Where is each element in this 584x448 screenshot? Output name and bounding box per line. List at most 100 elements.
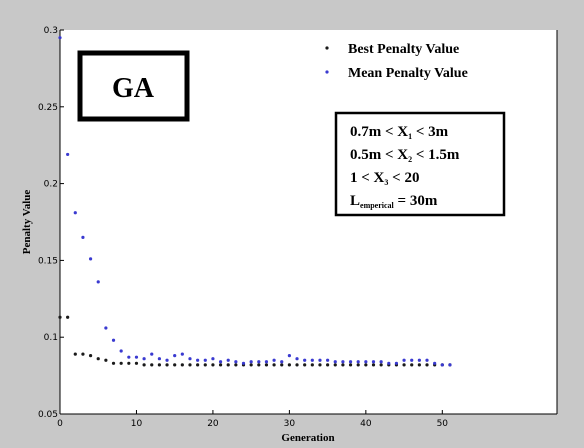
best-penalty-point <box>249 363 253 367</box>
mean-penalty-point <box>88 257 93 261</box>
mean-penalty-point <box>249 360 253 364</box>
best-penalty-point <box>173 363 177 367</box>
best-penalty-point <box>348 363 353 367</box>
mean-penalty-point <box>318 358 322 362</box>
constraint-x3: 1 < X3 < 20 <box>350 170 419 187</box>
best-penalty-point <box>234 363 238 367</box>
best-penalty-point <box>417 363 421 367</box>
best-penalty-point <box>341 363 345 367</box>
best-penalty-point <box>127 361 131 365</box>
mean-penalty-point <box>165 358 169 362</box>
legend-label-best: Best Penalty Value <box>348 42 459 57</box>
best-penalty-point <box>303 363 307 367</box>
mean-penalty-point <box>425 358 429 362</box>
mean-penalty-point <box>356 360 360 364</box>
mean-penalty-point <box>448 363 452 367</box>
mean-penalty-point <box>348 360 353 364</box>
best-penalty-point <box>410 363 414 367</box>
mean-penalty-point <box>257 360 261 364</box>
mean-penalty-point <box>280 360 284 364</box>
ga-label: GA <box>112 73 155 104</box>
mean-penalty-point <box>180 352 184 356</box>
legend-label-mean: Mean Penalty Value <box>348 66 468 81</box>
best-penalty-point <box>326 363 330 367</box>
best-penalty-point <box>402 363 406 367</box>
constraint-x1: 0.7m < X1 < 3m <box>350 124 449 141</box>
constraint-x2: 0.5m < X2 < 1.5m <box>350 147 460 164</box>
best-penalty-point <box>104 358 108 362</box>
best-penalty-point <box>81 352 85 356</box>
mean-penalty-point <box>287 354 291 358</box>
best-penalty-point <box>165 363 169 367</box>
best-penalty-point <box>119 361 123 365</box>
best-penalty-point <box>356 363 360 367</box>
mean-penalty-point <box>188 357 192 361</box>
best-penalty-point <box>211 363 215 367</box>
legend-marker-mean <box>325 70 329 74</box>
mean-penalty-point <box>234 360 238 364</box>
x-tick-label: 0 <box>57 419 63 429</box>
best-penalty-point <box>333 363 337 367</box>
mean-penalty-point <box>264 360 269 364</box>
mean-penalty-point <box>379 360 383 364</box>
mean-penalty-point <box>417 358 421 362</box>
x-axis-ticks: 0 10 20 30 40 50 <box>57 410 448 429</box>
mean-penalty-point <box>203 358 207 362</box>
best-penalty-point <box>379 363 383 367</box>
mean-penalty-point <box>364 360 368 364</box>
best-penalty-point <box>280 363 284 367</box>
best-penalty-point <box>295 363 299 367</box>
mean-penalty-point <box>142 357 146 361</box>
mean-penalty-point <box>226 358 230 362</box>
best-penalty-point <box>150 363 154 367</box>
mean-penalty-point <box>104 326 108 330</box>
best-penalty-point <box>157 363 161 367</box>
y-tick-label: 0.2 <box>44 180 58 190</box>
mean-penalty-point <box>371 360 376 364</box>
series-mean-penalty <box>58 36 452 367</box>
mean-penalty-point <box>173 354 177 358</box>
y-axis-title: Penalty Value <box>21 190 33 255</box>
series-best-penalty <box>58 315 452 367</box>
best-penalty-point <box>272 363 276 367</box>
x-tick-label: 10 <box>131 419 143 429</box>
best-penalty-point <box>88 354 93 358</box>
best-penalty-point <box>73 352 77 356</box>
constraint-length: Lemperical = 30m <box>350 193 438 210</box>
mean-penalty-point <box>157 357 161 361</box>
mean-penalty-point <box>241 361 246 365</box>
x-tick-label: 30 <box>284 419 296 429</box>
best-penalty-point <box>180 363 184 367</box>
x-axis-title: Generation <box>281 432 334 444</box>
best-penalty-point <box>196 363 200 367</box>
mean-penalty-point <box>218 360 223 364</box>
mean-penalty-point <box>341 360 345 364</box>
mean-penalty-point <box>211 357 215 361</box>
best-penalty-point <box>310 363 314 367</box>
best-penalty-point <box>203 363 207 367</box>
mean-penalty-point <box>433 361 437 365</box>
constraints-box: 0.7m < X1 < 3m 0.5m < X2 < 1.5m 1 < X3 <… <box>334 111 506 217</box>
ga-box-frame <box>77 50 190 122</box>
best-penalty-point <box>218 363 223 367</box>
mean-penalty-point <box>440 363 444 367</box>
mean-penalty-point <box>303 358 307 362</box>
mean-penalty-point <box>326 358 330 362</box>
legend: Best Penalty Value Mean Penalty Value <box>325 42 468 81</box>
axes <box>59 30 558 415</box>
mean-penalty-point <box>402 358 406 362</box>
x-tick-label: 20 <box>207 419 219 429</box>
mean-penalty-point <box>81 235 85 239</box>
best-penalty-point <box>188 363 192 367</box>
best-penalty-point <box>111 361 116 365</box>
best-penalty-point <box>425 363 429 367</box>
best-penalty-point <box>287 363 291 367</box>
mean-penalty-point <box>387 361 391 365</box>
y-tick-label: 0.1 <box>44 333 58 343</box>
mean-penalty-point <box>333 360 337 364</box>
mean-penalty-point <box>134 355 139 359</box>
mean-penalty-point <box>119 349 123 353</box>
mean-penalty-point <box>310 358 314 362</box>
mean-penalty-point <box>111 338 116 342</box>
mean-penalty-point <box>96 280 100 284</box>
